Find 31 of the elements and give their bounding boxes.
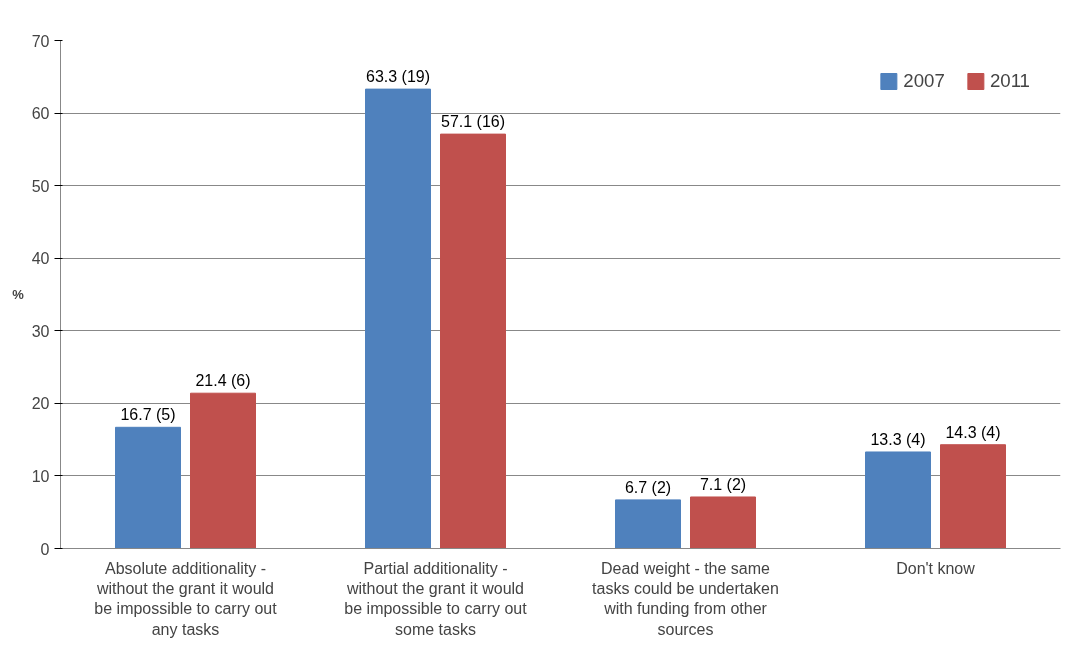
bar (440, 133, 506, 549)
data-label: 63.3 (19) (365, 68, 431, 86)
bar (615, 499, 681, 549)
data-label: 14.3 (4) (945, 423, 1001, 441)
data-label: 21.4 (6) (195, 372, 251, 390)
data-label: 57.1 (16) (440, 113, 506, 131)
y-tick-label: 40 (31, 250, 50, 268)
bar (190, 392, 256, 549)
bar (365, 88, 431, 549)
y-tick-label: 10 (31, 467, 50, 485)
bar (690, 496, 756, 549)
y-tick-label: 0 (40, 540, 50, 558)
x-tick-label: Partial additionality - without the grant it would be impossible to carry out some tasks (344, 559, 528, 638)
y-tick-label: 70 (31, 32, 50, 50)
data-label: 16.7 (5) (120, 406, 176, 424)
y-axis-title: % (12, 287, 25, 302)
data-label: 13.3 (4) (870, 430, 926, 448)
y-tick-label: 30 (31, 322, 50, 340)
data-label: 7.1 (2) (699, 475, 747, 493)
x-tick-label: Dead weight - the same tasks could be undertaken with funding from other sources (592, 559, 779, 638)
x-tick-label: Don't know (896, 559, 976, 577)
y-tick-label: 50 (31, 177, 50, 195)
x-tick-label: Absolute additionality - without the grant it would be impossible to carry out any tasks (94, 559, 278, 638)
legend-label: 2011 (989, 70, 1030, 92)
bar (865, 451, 931, 549)
y-tick-label: 20 (31, 395, 50, 413)
data-label: 6.7 (2) (624, 478, 672, 496)
y-tick-label: 60 (31, 105, 50, 123)
legend-label: 2007 (903, 70, 945, 92)
bar (115, 426, 181, 549)
bar (940, 444, 1006, 549)
